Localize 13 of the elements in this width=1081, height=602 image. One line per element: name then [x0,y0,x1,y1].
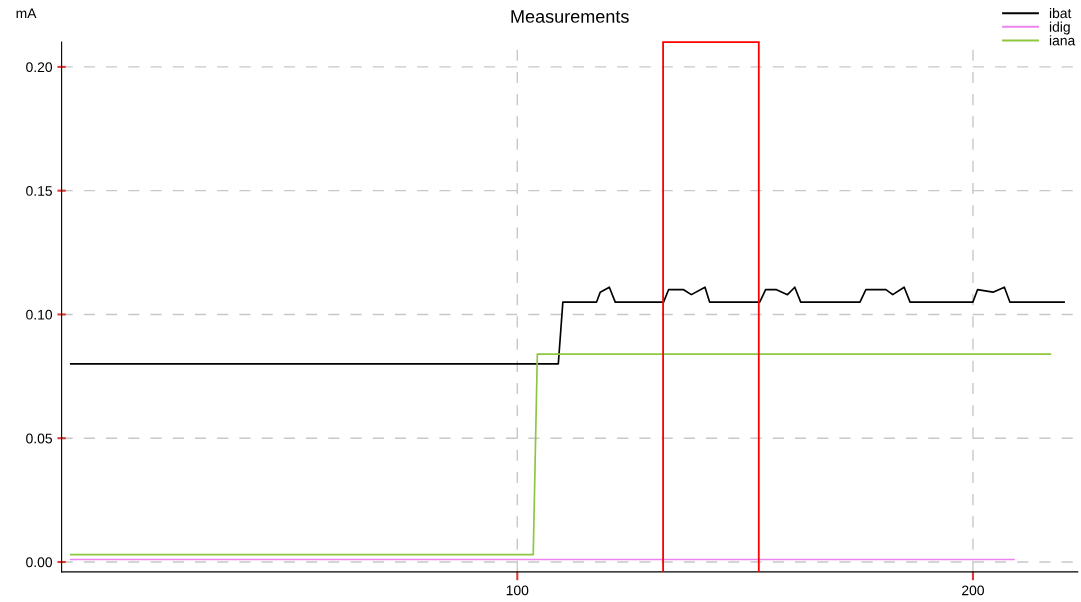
chart-title: Measurements [511,10,629,23]
y-tick-label: 0.15 [26,186,53,196]
legend-label: ibat [1049,7,1072,19]
y-tick-label: 0.20 [26,62,53,73]
legend-label: idig [1049,21,1070,35]
legend-label: iana [1049,35,1076,46]
x-tick-label: 200 [962,585,984,596]
y-tick-label: 0.05 [26,433,53,444]
line-series [69,286,1065,365]
y-tick-label: 0.00 [26,557,53,568]
x-tick-label: 100 [506,585,529,596]
y-axis-title: mA [16,8,37,19]
y-tick-label: 0.10 [26,309,53,320]
